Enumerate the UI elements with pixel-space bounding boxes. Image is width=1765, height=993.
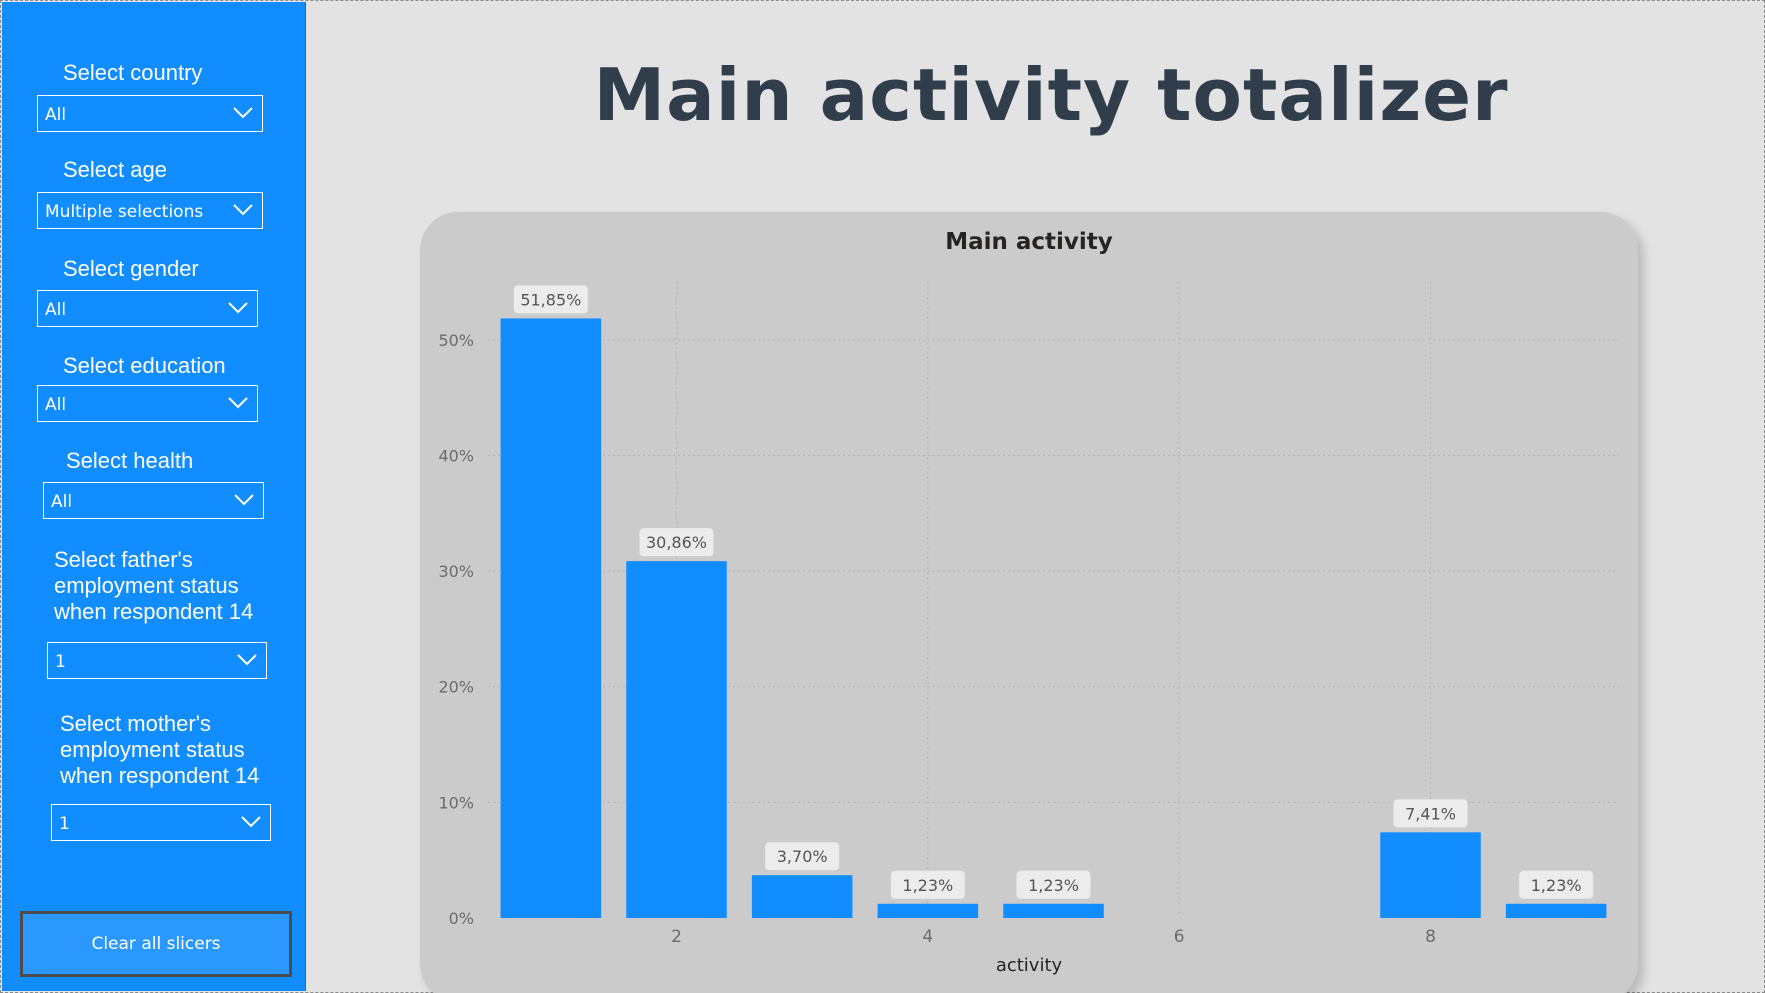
slicer-age-value: Multiple selections bbox=[45, 202, 204, 222]
main-activity-bar-chart: Main activity 0% 10% 20% 30% 40% 50% 2 4 6 8 activi… bbox=[438, 229, 1619, 976]
bar bbox=[1380, 832, 1481, 918]
slicer-country-dropdown[interactable]: All bbox=[37, 95, 263, 132]
y-tick-label: 30% bbox=[438, 562, 474, 581]
clear-all-slicers-button[interactable]: Clear all slicers bbox=[20, 911, 292, 977]
bar bbox=[500, 318, 602, 919]
data-label: 1,23% bbox=[1531, 876, 1582, 895]
chevron-down-icon bbox=[237, 654, 257, 666]
slicer-age-dropdown[interactable]: Multiple selections bbox=[37, 192, 263, 229]
main-activity-chart-card: Main activity 0% 10% 20% 30% 40% 50% 2 4 6 8 activi… bbox=[420, 212, 1638, 993]
chevron-down-icon bbox=[233, 204, 253, 216]
data-label-bg bbox=[1016, 870, 1091, 899]
slicer-mother-employment-value: 1 bbox=[59, 814, 70, 834]
bar bbox=[1003, 903, 1104, 918]
x-tick-label: 6 bbox=[1174, 927, 1185, 947]
data-label-bg bbox=[765, 842, 840, 871]
data-label-bg bbox=[1519, 870, 1594, 899]
y-tick-label: 40% bbox=[438, 446, 474, 465]
bar bbox=[1505, 903, 1607, 918]
chevron-down-icon bbox=[233, 107, 253, 119]
slicer-father-employment-dropdown[interactable]: 1 bbox=[47, 642, 267, 679]
y-tick-label: 10% bbox=[438, 793, 474, 812]
chevron-down-icon bbox=[228, 302, 248, 314]
bar bbox=[751, 875, 853, 918]
slicer-father-employment-title: Select father's employment status when r… bbox=[54, 547, 254, 624]
data-label-bg bbox=[513, 285, 588, 314]
data-label: 7,41% bbox=[1405, 804, 1456, 823]
x-tick-label: 4 bbox=[922, 927, 933, 947]
slicer-education-title: Select education bbox=[63, 353, 226, 378]
slicer-mother-employment-dropdown[interactable]: 1 bbox=[51, 804, 271, 841]
slicer-country-title: Select country bbox=[63, 60, 203, 85]
bar bbox=[626, 561, 727, 918]
data-label-bg bbox=[1393, 799, 1468, 828]
slicer-health-value: All bbox=[51, 492, 73, 512]
data-label: 3,70% bbox=[777, 847, 828, 866]
slicer-panel: Select country All Select age Multiple s… bbox=[2, 2, 306, 991]
data-label: 51,85% bbox=[520, 290, 581, 309]
slicer-mother-employment-title: Select mother's employment status when r… bbox=[60, 711, 260, 788]
x-tick-label: 2 bbox=[671, 927, 682, 947]
data-label: 1,23% bbox=[902, 876, 953, 895]
slicer-education-dropdown[interactable]: All bbox=[37, 385, 258, 422]
slicer-gender-value: All bbox=[45, 300, 67, 320]
x-tick-label: 8 bbox=[1425, 927, 1436, 947]
slicer-age-title: Select age bbox=[63, 157, 167, 182]
x-axis-label: activity bbox=[996, 955, 1063, 976]
slicer-health-dropdown[interactable]: All bbox=[43, 482, 264, 519]
page-title: Main activity totalizer bbox=[593, 53, 1509, 137]
data-label-bg bbox=[639, 528, 714, 557]
y-tick-label: 0% bbox=[449, 909, 474, 928]
y-tick-label: 20% bbox=[438, 678, 474, 697]
slicer-education-value: All bbox=[45, 395, 67, 415]
chevron-down-icon bbox=[241, 816, 261, 828]
slicer-country-value: All bbox=[45, 105, 67, 125]
bar bbox=[877, 903, 979, 918]
chevron-down-icon bbox=[234, 494, 254, 506]
slicer-health-title: Select health bbox=[66, 448, 194, 473]
slicer-gender-dropdown[interactable]: All bbox=[37, 290, 258, 327]
data-label: 30,86% bbox=[646, 533, 707, 552]
slicer-gender-title: Select gender bbox=[63, 256, 199, 281]
slicer-father-employment-value: 1 bbox=[55, 652, 66, 672]
chart-title: Main activity bbox=[945, 229, 1113, 255]
data-label: 1,23% bbox=[1028, 876, 1079, 895]
chevron-down-icon bbox=[228, 397, 248, 409]
y-tick-label: 50% bbox=[438, 331, 474, 350]
data-label-bg bbox=[890, 870, 965, 899]
